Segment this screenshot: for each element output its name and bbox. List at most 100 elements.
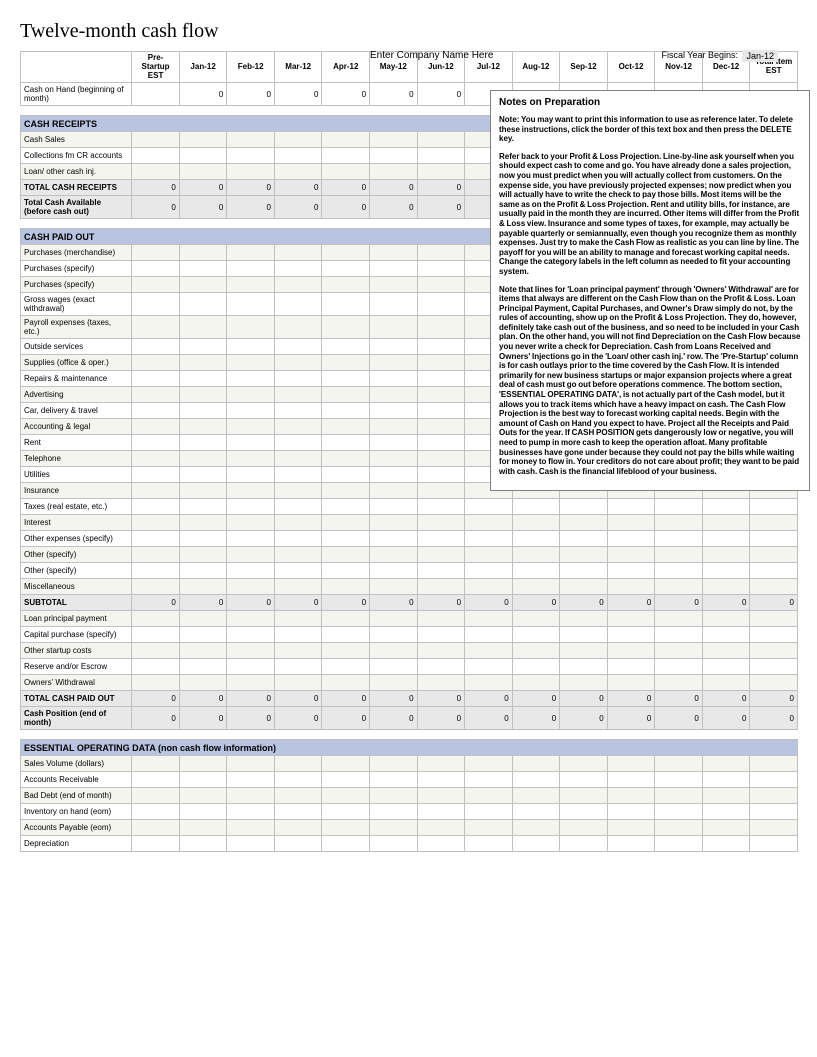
cell[interactable] xyxy=(607,627,655,643)
cell[interactable]: 0 xyxy=(560,595,608,611)
cell[interactable] xyxy=(702,547,750,563)
cell[interactable] xyxy=(227,531,275,547)
cell[interactable] xyxy=(655,579,703,595)
cell[interactable] xyxy=(274,293,322,316)
cell[interactable] xyxy=(274,277,322,293)
cell[interactable] xyxy=(560,643,608,659)
cell[interactable] xyxy=(750,499,798,515)
cell[interactable] xyxy=(322,675,370,691)
cell[interactable]: 0 xyxy=(274,595,322,611)
cell[interactable] xyxy=(227,547,275,563)
cell[interactable] xyxy=(750,820,798,836)
cell[interactable] xyxy=(607,499,655,515)
cell[interactable] xyxy=(750,804,798,820)
cell[interactable] xyxy=(322,547,370,563)
cell[interactable] xyxy=(274,355,322,371)
cell[interactable] xyxy=(702,563,750,579)
cell[interactable] xyxy=(132,83,180,106)
cell[interactable]: 0 xyxy=(322,595,370,611)
cell[interactable] xyxy=(655,756,703,772)
cell[interactable] xyxy=(322,277,370,293)
cell[interactable] xyxy=(179,643,227,659)
cell[interactable] xyxy=(132,772,180,788)
cell[interactable] xyxy=(274,339,322,355)
cell[interactable] xyxy=(465,531,513,547)
cell[interactable]: 0 xyxy=(322,707,370,730)
cell[interactable]: 0 xyxy=(322,83,370,106)
cell[interactable] xyxy=(132,451,180,467)
cell[interactable] xyxy=(132,419,180,435)
cell[interactable] xyxy=(417,563,465,579)
cell[interactable] xyxy=(655,547,703,563)
cell[interactable] xyxy=(655,499,703,515)
cell[interactable] xyxy=(179,772,227,788)
cell[interactable] xyxy=(227,643,275,659)
cell[interactable] xyxy=(132,659,180,675)
cell[interactable] xyxy=(132,788,180,804)
cell[interactable] xyxy=(512,788,560,804)
cell[interactable]: 0 xyxy=(179,707,227,730)
cell[interactable] xyxy=(370,293,418,316)
cell[interactable]: 0 xyxy=(132,691,180,707)
cell[interactable] xyxy=(227,563,275,579)
cell[interactable]: 0 xyxy=(322,691,370,707)
cell[interactable] xyxy=(132,756,180,772)
cell[interactable] xyxy=(370,387,418,403)
cell[interactable] xyxy=(417,788,465,804)
cell[interactable] xyxy=(322,403,370,419)
cell[interactable] xyxy=(227,132,275,148)
cell[interactable] xyxy=(179,164,227,180)
cell[interactable] xyxy=(560,531,608,547)
cell[interactable] xyxy=(417,499,465,515)
cell[interactable]: 0 xyxy=(274,180,322,196)
cell[interactable] xyxy=(227,403,275,419)
cell[interactable] xyxy=(607,836,655,852)
cell[interactable] xyxy=(322,451,370,467)
cell[interactable] xyxy=(179,261,227,277)
cell[interactable] xyxy=(179,579,227,595)
cell[interactable]: 0 xyxy=(655,595,703,611)
cell[interactable] xyxy=(274,483,322,499)
cell[interactable] xyxy=(607,804,655,820)
cell[interactable] xyxy=(132,387,180,403)
cell[interactable] xyxy=(465,772,513,788)
cell[interactable]: 0 xyxy=(465,707,513,730)
cell[interactable] xyxy=(322,804,370,820)
cell[interactable] xyxy=(322,499,370,515)
cell[interactable] xyxy=(655,643,703,659)
cell[interactable] xyxy=(655,611,703,627)
cell[interactable] xyxy=(322,820,370,836)
cell[interactable] xyxy=(607,531,655,547)
cell[interactable] xyxy=(179,339,227,355)
cell[interactable]: 0 xyxy=(702,707,750,730)
cell[interactable] xyxy=(322,148,370,164)
cell[interactable] xyxy=(607,820,655,836)
cell[interactable] xyxy=(227,355,275,371)
cell[interactable] xyxy=(227,611,275,627)
cell[interactable] xyxy=(417,531,465,547)
cell[interactable] xyxy=(322,772,370,788)
cell[interactable] xyxy=(560,804,608,820)
cell[interactable] xyxy=(465,499,513,515)
cell[interactable] xyxy=(465,579,513,595)
cell[interactable] xyxy=(370,563,418,579)
cell[interactable] xyxy=(322,316,370,339)
cell[interactable] xyxy=(179,659,227,675)
cell[interactable] xyxy=(417,515,465,531)
cell[interactable] xyxy=(750,836,798,852)
cell[interactable] xyxy=(702,820,750,836)
cell[interactable] xyxy=(274,659,322,675)
cell[interactable] xyxy=(227,148,275,164)
cell[interactable] xyxy=(227,467,275,483)
cell[interactable] xyxy=(227,804,275,820)
cell[interactable] xyxy=(465,788,513,804)
cell[interactable] xyxy=(322,627,370,643)
cell[interactable] xyxy=(512,515,560,531)
cell[interactable] xyxy=(179,371,227,387)
cell[interactable] xyxy=(702,627,750,643)
cell[interactable]: 0 xyxy=(132,707,180,730)
cell[interactable] xyxy=(655,515,703,531)
cell[interactable] xyxy=(179,355,227,371)
cell[interactable] xyxy=(370,788,418,804)
cell[interactable] xyxy=(702,499,750,515)
